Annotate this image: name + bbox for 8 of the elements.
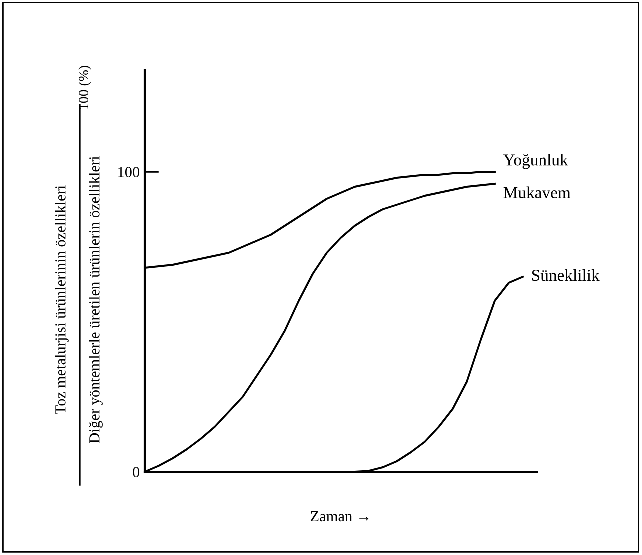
y-tick-label: 0 bbox=[133, 467, 140, 478]
series-label: Mukavem bbox=[504, 186, 571, 199]
series-label: Süneklilik bbox=[532, 269, 600, 282]
text: 100 (%) bbox=[78, 66, 92, 110]
x-axis-title: Zaman → bbox=[310, 511, 369, 522]
y-tick-label: 100 bbox=[118, 167, 140, 178]
text: Toz metalurjisi ürünlerinin özellikleri Diğer yöntemlerle üretilen ürünlerin özellikleri bbox=[55, 156, 103, 444]
series-label: Yoğunluk bbox=[504, 154, 568, 170]
